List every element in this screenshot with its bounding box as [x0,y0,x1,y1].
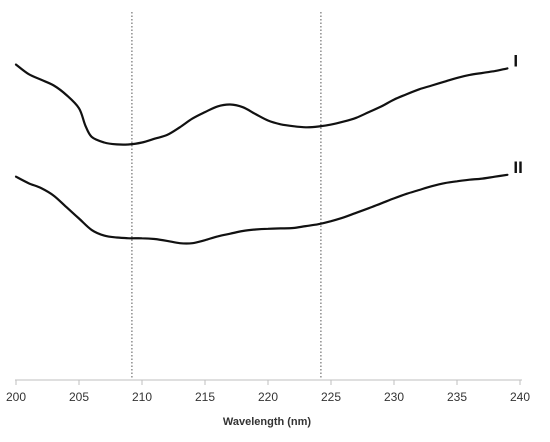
x-tick-label-210: 210 [132,390,152,404]
x-axis-ticks: 200 205 210 215 220 225 230 235 240 [6,380,530,404]
x-tick-label-200: 200 [6,390,26,404]
x-tick-label-240: 240 [510,390,530,404]
reference-lines [131,12,322,380]
series-label-ii: II [513,158,522,177]
x-tick-label-230: 230 [384,390,404,404]
x-tick-label-215: 215 [195,390,215,404]
plot-series: III [14,51,523,245]
x-tick-label-235: 235 [447,390,467,404]
x-tick-label-225: 225 [321,390,341,404]
x-tick-label-220: 220 [258,390,278,404]
series-line-ii [14,173,509,245]
x-tick-label-205: 205 [69,390,89,404]
series-line-i [14,63,509,146]
x-axis-title: Wavelength (nm) [223,416,312,428]
series-label-i: I [513,51,518,70]
